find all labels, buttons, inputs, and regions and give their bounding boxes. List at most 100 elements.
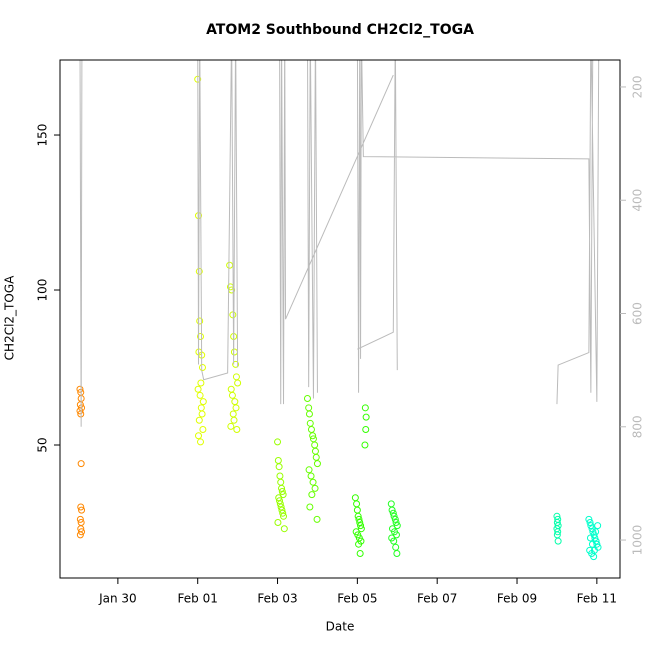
- point: [232, 404, 240, 412]
- y2-tick-label: 800: [631, 415, 645, 438]
- point: [232, 360, 240, 368]
- y-tick-label: 50: [36, 437, 50, 452]
- point: [76, 385, 84, 393]
- point: [196, 317, 204, 325]
- point: [309, 432, 317, 440]
- point: [195, 432, 203, 440]
- point: [593, 540, 601, 548]
- x-axis-label: Date: [326, 620, 355, 634]
- point: [198, 364, 206, 372]
- point: [357, 522, 365, 530]
- point: [197, 379, 205, 387]
- point: [305, 410, 313, 418]
- y-tick-label: 100: [36, 279, 50, 302]
- point: [278, 506, 286, 514]
- point: [77, 460, 85, 468]
- point: [389, 509, 397, 517]
- point: [280, 512, 288, 520]
- point: [313, 515, 321, 523]
- point: [392, 519, 400, 527]
- point: [77, 503, 85, 511]
- point: [196, 391, 204, 399]
- y-tick-label: 150: [36, 124, 50, 147]
- chart-title: ATOM2 Southbound CH2Cl2_TOGA: [206, 22, 474, 38]
- point: [313, 460, 321, 468]
- point: [356, 519, 364, 527]
- point: [587, 522, 595, 530]
- point: [307, 472, 315, 480]
- point: [194, 385, 202, 393]
- plot-frame: [59, 59, 621, 579]
- point: [277, 503, 285, 511]
- point: [361, 441, 369, 449]
- y-axis-label: CH2Cl2_TOGA: [3, 275, 17, 360]
- point: [589, 528, 597, 536]
- point: [275, 463, 283, 471]
- point: [391, 515, 399, 523]
- x-tick-label: Feb 01: [178, 592, 218, 606]
- point: [362, 426, 370, 434]
- point: [76, 407, 84, 415]
- point: [303, 395, 311, 403]
- point: [278, 484, 286, 492]
- point: [388, 506, 396, 514]
- point: [227, 422, 235, 430]
- point: [308, 491, 316, 499]
- point: [196, 438, 204, 446]
- point: [588, 540, 596, 548]
- point: [392, 531, 400, 539]
- pressure-line: [79, 60, 600, 427]
- point: [355, 540, 363, 548]
- y2-tick-label: 1000: [631, 525, 645, 556]
- x-tick-label: Feb 03: [257, 592, 297, 606]
- y2-tick-label: 600: [631, 302, 645, 325]
- point: [306, 503, 314, 511]
- point: [361, 404, 369, 412]
- point: [586, 534, 594, 542]
- point: [233, 426, 241, 434]
- point: [390, 512, 398, 520]
- point: [199, 426, 207, 434]
- point: [585, 515, 593, 523]
- point: [311, 484, 319, 492]
- point: [554, 537, 562, 545]
- point: [78, 528, 86, 536]
- point: [554, 528, 562, 536]
- point: [354, 512, 362, 520]
- point: [590, 546, 598, 554]
- x-tick-label: Feb 05: [337, 592, 377, 606]
- point: [198, 410, 206, 418]
- plot-area: [76, 60, 602, 561]
- point: [78, 506, 86, 514]
- point: [274, 438, 282, 446]
- point: [362, 413, 370, 421]
- point: [356, 550, 364, 558]
- point: [276, 497, 284, 505]
- y2-tick-label: 400: [631, 189, 645, 212]
- x-tick-label: Jan 30: [98, 592, 137, 606]
- point: [199, 398, 207, 406]
- point: [278, 488, 286, 496]
- y2-tick-label: 200: [631, 76, 645, 99]
- point: [196, 333, 204, 341]
- point: [230, 416, 238, 424]
- point: [228, 391, 236, 399]
- point: [355, 515, 363, 523]
- point: [280, 525, 288, 533]
- point: [357, 525, 365, 533]
- point: [276, 500, 284, 508]
- point: [586, 519, 594, 527]
- point: [393, 522, 401, 530]
- point: [76, 531, 84, 539]
- point: [195, 416, 203, 424]
- point: [594, 522, 602, 530]
- point: [274, 519, 282, 527]
- point: [309, 478, 317, 486]
- point: [592, 528, 600, 536]
- point: [76, 515, 84, 523]
- x-tick-label: Feb 09: [497, 592, 537, 606]
- x-tick-label: Feb 07: [417, 592, 457, 606]
- point: [275, 494, 283, 502]
